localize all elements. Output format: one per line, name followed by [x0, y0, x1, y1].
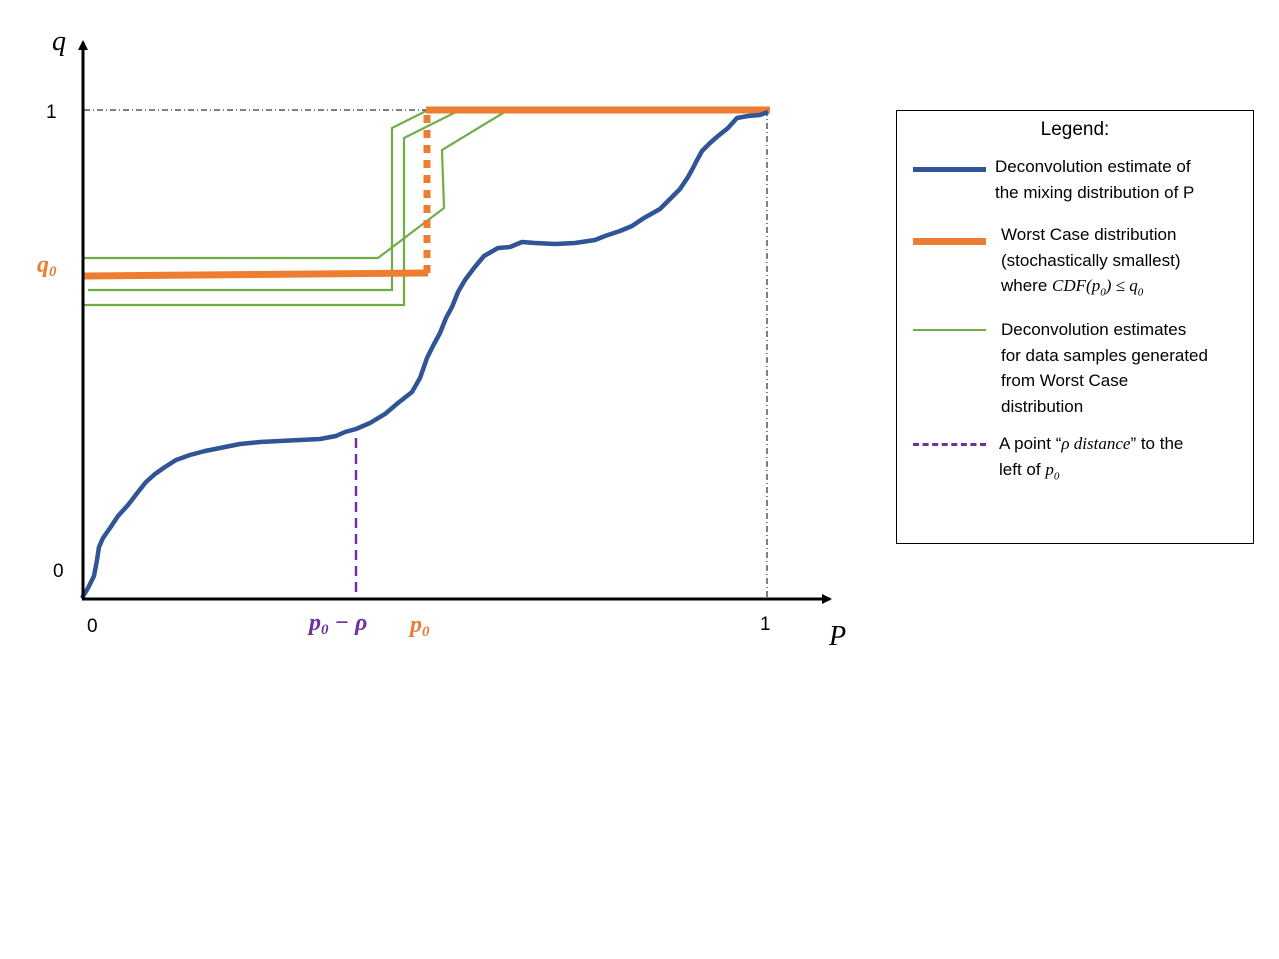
- y-axis-label: q: [52, 26, 66, 57]
- p0-label: p0: [408, 612, 430, 640]
- p0-minus-rho-label: p0 − ρ: [307, 610, 367, 638]
- green-estimate-2: [88, 109, 429, 292]
- deconvolution-estimate-curve: [80, 109, 769, 600]
- worst-case-distribution: [83, 106, 770, 280]
- legend-text-purple: A point “ρ distance” to the left of p0: [999, 434, 1184, 482]
- worst-case-low-segment: [83, 269, 429, 280]
- y-tick-0: 0: [53, 561, 64, 582]
- legend-swatch-orange: [913, 238, 986, 245]
- green-estimate-3: [84, 109, 461, 307]
- x-tick-0: 0: [87, 616, 98, 637]
- green-estimate-1: [84, 109, 509, 260]
- legend-swatch-blue: [913, 167, 986, 172]
- legend-swatch-green: [913, 329, 986, 331]
- y-tick-1: 1: [46, 102, 57, 123]
- q0-label: q0: [37, 252, 57, 280]
- green-estimates: [84, 109, 509, 307]
- x-tick-1: 1: [760, 614, 771, 635]
- legend-text-orange: Worst Case distribution (stochastically …: [1001, 225, 1181, 299]
- legend-box: Legend: Deconvolution estimate of the mi…: [896, 110, 1254, 544]
- legend-text-green: Deconvolution estimates for data samples…: [1001, 320, 1208, 416]
- legend-text-blue: Deconvolution estimate of the mixing dis…: [995, 157, 1195, 202]
- legend-swatch-purple: [913, 443, 986, 446]
- x-axis-label: P: [828, 621, 846, 652]
- legend-title: Legend:: [1040, 119, 1110, 140]
